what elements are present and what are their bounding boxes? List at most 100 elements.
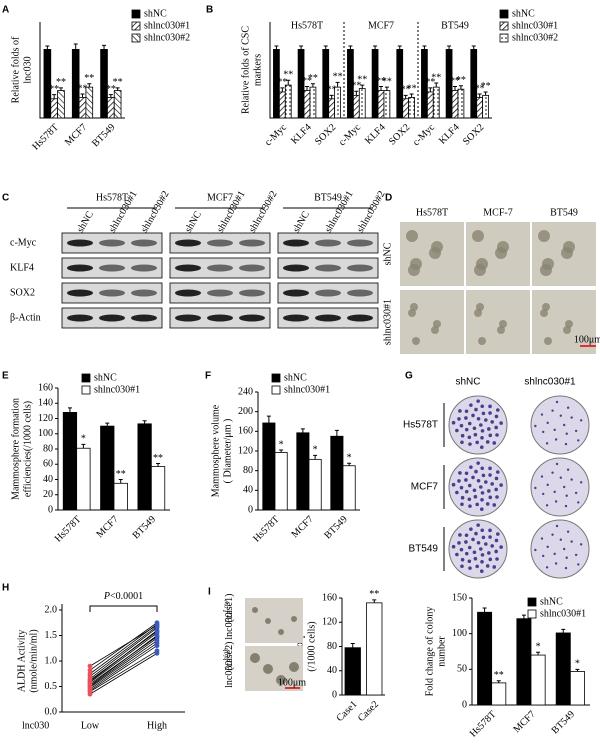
row-label: shlnc030#1: [382, 299, 393, 345]
bar: [334, 86, 341, 119]
sphere: [544, 337, 552, 345]
error-bar: [471, 45, 476, 50]
colony: [579, 481, 583, 484]
y-tick-label: 60: [43, 459, 53, 470]
significance: **: [49, 84, 59, 95]
error-bar: [305, 85, 309, 91]
colony: [559, 538, 563, 541]
colony: [479, 445, 484, 450]
panel-letter: G: [405, 371, 413, 382]
y-tick-label: 100: [452, 628, 467, 639]
error-bar: [403, 94, 408, 99]
colony: [494, 538, 499, 543]
colony: [554, 500, 558, 503]
legend-swatch: [131, 9, 141, 19]
colony: [467, 435, 472, 440]
error-bar: [397, 45, 402, 50]
bar: [308, 458, 322, 511]
band: [315, 264, 341, 272]
error-bar: [360, 84, 365, 89]
colony: [476, 540, 481, 545]
colony: [472, 488, 477, 493]
cell-line-label: BT549: [314, 192, 342, 203]
colony: [566, 406, 570, 409]
x-tick-label: SOX2: [313, 122, 338, 147]
bar: [100, 425, 115, 511]
colony: [484, 480, 488, 484]
legend-label: shNC: [512, 8, 535, 19]
lane-label: shNC: [183, 209, 204, 235]
colony: [474, 469, 478, 474]
bar: [451, 90, 459, 119]
bar: [516, 618, 532, 706]
colony: [459, 485, 464, 490]
colony: [565, 556, 568, 559]
significance: *: [279, 439, 284, 450]
scale-bar-label: 100μm: [574, 334, 600, 345]
colony: [494, 487, 498, 492]
colony: [546, 483, 549, 487]
colony: [564, 442, 568, 446]
band: [283, 239, 309, 247]
y-tick-label: 0: [332, 689, 337, 700]
error-bar: [384, 86, 389, 91]
x-tick-label: KLF4: [437, 122, 462, 147]
column-label: shNC: [455, 377, 480, 388]
significance: **: [302, 76, 312, 87]
bar: [569, 671, 585, 706]
colony: [499, 545, 503, 549]
colony: [455, 428, 459, 433]
sphere: [499, 320, 507, 328]
error-bar: [335, 81, 340, 88]
colony: [471, 413, 475, 418]
error-bar: [108, 94, 113, 98]
colony: [458, 471, 462, 475]
sphere: [538, 230, 550, 242]
colony: [464, 471, 469, 476]
colony: [551, 409, 554, 412]
error-bar: [428, 87, 433, 92]
band: [239, 289, 265, 297]
colony: [534, 486, 537, 490]
error-bar: [521, 614, 526, 619]
y-tick-label: 240: [238, 386, 253, 397]
colony: [460, 495, 465, 500]
error-bar: [372, 599, 377, 603]
axis: [39, 22, 125, 119]
group-label: BT549: [441, 20, 469, 31]
pair-line: [89, 625, 158, 677]
colony: [492, 503, 497, 507]
significance: **: [407, 83, 417, 94]
legend-swatch: [499, 21, 509, 31]
y-tick-label: 40: [327, 665, 337, 676]
colony: [460, 557, 465, 562]
column-label: Hs578T: [416, 207, 448, 218]
colony: [457, 417, 461, 421]
cell-line-label: MCF7: [207, 192, 233, 203]
error-bar: [348, 45, 353, 50]
legend-swatch: [271, 373, 281, 383]
colony: [555, 462, 559, 466]
band: [283, 289, 309, 297]
error-bar: [447, 45, 452, 50]
colony: [457, 479, 461, 483]
bar: [113, 90, 122, 119]
bar: [330, 435, 344, 511]
error-bar: [67, 407, 72, 413]
colony: [467, 497, 472, 502]
colony: [475, 564, 479, 569]
point: [87, 671, 93, 677]
band: [175, 239, 201, 247]
bar: [284, 84, 292, 119]
band: [175, 314, 201, 322]
significance: **: [327, 85, 337, 96]
error-bar: [81, 443, 86, 449]
bar: [344, 647, 361, 696]
colony: [468, 442, 472, 446]
lane-label: shlnc030#2: [355, 189, 388, 234]
error-bar: [299, 45, 304, 50]
bar: [150, 466, 166, 511]
lane-label: shNC: [75, 209, 96, 235]
y-axis-label: Mammosphere formation: [10, 398, 21, 500]
colony: [579, 419, 583, 422]
